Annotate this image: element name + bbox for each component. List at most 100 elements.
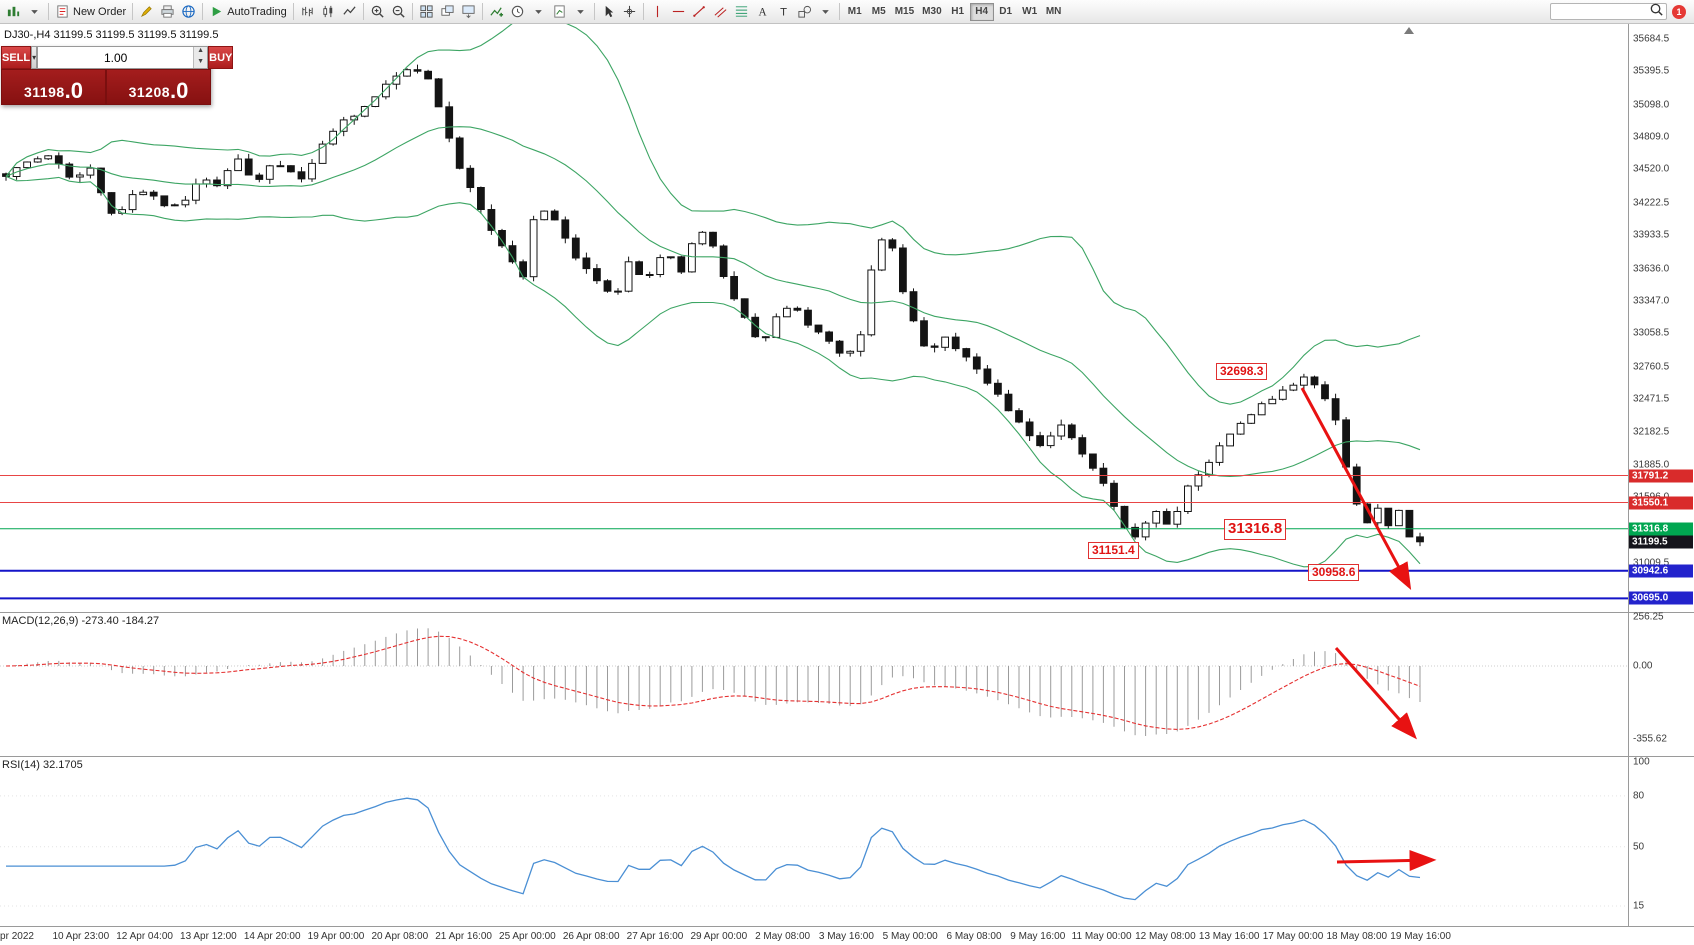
horizontal-line-tool-button[interactable]: [668, 2, 689, 22]
fibonacci-tool-button[interactable]: [731, 2, 752, 22]
time-axis-label: 19 Apr 00:00: [307, 931, 365, 942]
shapes-icon: [798, 5, 811, 18]
candlestick-mode-button[interactable]: [318, 2, 339, 22]
autotrading-button[interactable]: AutoTrading: [206, 2, 290, 22]
price-axis-label: 35098.0: [1633, 99, 1670, 110]
timeframe-M15[interactable]: M15: [891, 3, 918, 21]
metaeditor-button[interactable]: [136, 2, 157, 22]
indicators-button[interactable]: [486, 2, 507, 22]
arrange-windows-button[interactable]: [458, 2, 479, 22]
volume-down-icon[interactable]: ▼: [194, 57, 208, 68]
rsi-line: [6, 797, 1421, 901]
candles-icon: [323, 5, 332, 18]
buy-button[interactable]: BUY: [208, 46, 234, 69]
time-axis-label: 5 May 00:00: [882, 931, 938, 942]
shapes-tool-button[interactable]: [794, 2, 815, 22]
templates-caret-icon[interactable]: [570, 2, 591, 22]
trendline-tool-button[interactable]: [689, 2, 710, 22]
toolbar-separator: [593, 3, 595, 20]
shapes-caret-icon[interactable]: [815, 2, 836, 22]
buy-price-pips: .0: [170, 78, 189, 103]
periods-button[interactable]: [507, 2, 528, 22]
price-annotation[interactable]: 31316.8: [1224, 519, 1287, 540]
new-order-button[interactable]: New Order: [52, 2, 129, 22]
line-chart-mode-button[interactable]: [339, 2, 360, 22]
one-click-trading-panel: SELL ▾ ▲ ▼ BUY 31198.0 31208.0: [1, 46, 234, 105]
timeframe-M30[interactable]: M30: [918, 3, 945, 21]
crosshair-icon: [623, 5, 635, 18]
buy-price[interactable]: 31208.0: [106, 69, 211, 105]
vertical-line-tool-button[interactable]: [647, 2, 668, 22]
search-icon[interactable]: [1649, 2, 1664, 22]
price-axis-label: 32471.5: [1633, 393, 1670, 405]
chart-macd-splitter[interactable]: [0, 612, 1694, 613]
time-axis-label: 18 May 08:00: [1326, 931, 1388, 942]
time-axis-label: pr 2022: [0, 931, 34, 942]
bar-chart-mode-button[interactable]: [297, 2, 318, 22]
rsi-pane: [0, 795, 1628, 907]
main-toolbar: New Order AutoTrading A T M1 M5 M15 M30 H1 H4 D1 W1…: [0, 0, 1694, 24]
text-tool-button[interactable]: A: [752, 2, 773, 22]
level-price-badge: 30942.6: [1629, 564, 1693, 578]
rsi-axis-label: 50: [1633, 841, 1645, 853]
trend-arrow[interactable]: [1334, 647, 1417, 740]
channel-tool-button[interactable]: [710, 2, 731, 22]
time-axis-label: 11 May 00:00: [1071, 931, 1132, 942]
tile-windows-button[interactable]: [416, 2, 437, 22]
timeframe-D1[interactable]: D1: [994, 3, 1018, 21]
autotrading-button-label: AutoTrading: [227, 5, 287, 18]
crosshair-tool-button[interactable]: [619, 2, 640, 22]
trend-arrow[interactable]: [1300, 387, 1412, 590]
bollinger-middle-band: [5, 126, 1421, 478]
zoom-out-button[interactable]: [388, 2, 409, 22]
templates-button[interactable]: [549, 2, 570, 22]
trend-arrow[interactable]: [1336, 849, 1437, 871]
volume-spinner: ▲ ▼: [193, 47, 208, 68]
price-annotation[interactable]: 31151.4: [1088, 542, 1139, 559]
bollinger-lower-band: [5, 175, 1421, 568]
search-input[interactable]: [1553, 5, 1649, 18]
timeframe-H1[interactable]: H1: [946, 3, 970, 21]
print-icon: [161, 5, 174, 18]
time-axis-label: 29 Apr 00:00: [690, 931, 748, 942]
new-chart-caret-icon[interactable]: [24, 2, 45, 22]
svg-text:T: T: [780, 7, 787, 19]
volume-up-icon[interactable]: ▲: [194, 47, 208, 58]
new-chart-button[interactable]: [3, 2, 24, 22]
caret-icon: [576, 10, 584, 14]
timeframe-H4[interactable]: H4: [969, 2, 994, 21]
toolbar-separator: [642, 3, 644, 20]
timeframe-MN[interactable]: MN: [1042, 3, 1066, 21]
print-button[interactable]: [157, 2, 178, 22]
sell-button[interactable]: SELL: [1, 46, 32, 69]
bollinger-upper-band: [5, 24, 1421, 405]
one-click-options-caret-icon[interactable]: ▾: [31, 46, 38, 69]
volume-input[interactable]: [38, 47, 194, 68]
price-annotation[interactable]: 32698.3: [1216, 363, 1268, 380]
zoomout-icon: [392, 5, 405, 18]
cursor-tool-button[interactable]: [598, 2, 619, 22]
price-axis-label: 35395.5: [1633, 65, 1670, 77]
community-button[interactable]: [178, 2, 199, 22]
fibo-icon: [735, 6, 747, 17]
sell-price[interactable]: 31198.0: [1, 69, 106, 105]
toolbar-separator: [292, 3, 294, 20]
buy-price-main: 31208: [128, 84, 171, 100]
zoomin-icon: [371, 5, 384, 18]
cascade-icon: [441, 5, 454, 16]
time-axis-label: 13 May 16:00: [1198, 931, 1260, 942]
timeframe-W1[interactable]: W1: [1018, 3, 1042, 21]
label-tool-button[interactable]: T: [773, 2, 794, 22]
cascade-windows-button[interactable]: [437, 2, 458, 22]
time-axis-label: 21 Apr 16:00: [435, 931, 492, 942]
price-annotation[interactable]: 30958.6: [1308, 564, 1360, 581]
zoom-in-button[interactable]: [367, 2, 388, 22]
periods-caret-icon[interactable]: [528, 2, 549, 22]
rsi-axis-label: 80: [1633, 790, 1645, 802]
macd-rsi-splitter[interactable]: [0, 756, 1694, 757]
timeframe-M5[interactable]: M5: [867, 3, 891, 21]
price-axis-label: 31885.0: [1633, 459, 1670, 471]
timeframe-M1[interactable]: M1: [843, 3, 867, 21]
notification-badge[interactable]: 1: [1672, 4, 1686, 19]
